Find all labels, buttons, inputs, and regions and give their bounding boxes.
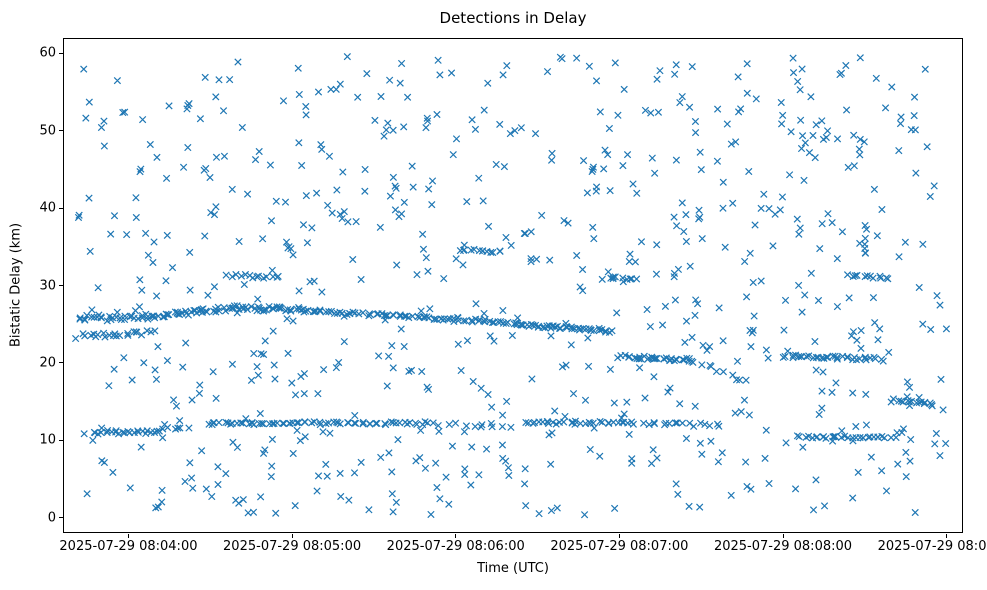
x-tick-mark: [618, 534, 620, 538]
chart-title: Detections in Delay: [439, 9, 587, 27]
x-tick-mark: [291, 534, 293, 538]
y-tick-mark: [59, 362, 63, 364]
y-tick-mark: [59, 517, 63, 519]
y-tick-label: 40: [39, 200, 56, 216]
y-tick-label: 10: [39, 432, 56, 448]
y-tick-label: 0: [47, 510, 56, 526]
y-tick-mark: [59, 52, 63, 54]
y-tick-label: 30: [39, 278, 56, 293]
y-tick-mark: [59, 207, 63, 209]
x-tick-mark: [127, 534, 129, 538]
x-tick-label: 2025-07-29 08:08:00: [713, 539, 853, 554]
x-tick-mark: [946, 534, 948, 538]
x-tick-label: 2025-07-29 08:09:00: [877, 539, 987, 554]
x-tick-label: 2025-07-29 08:07:00: [550, 539, 689, 554]
x-tick-label: 2025-07-29 08:06:00: [386, 539, 525, 554]
x-tick-mark: [455, 534, 457, 538]
x-tick-mark: [782, 534, 784, 538]
y-tick-mark: [59, 439, 63, 441]
scatter-canvas: [63, 38, 963, 533]
y-tick-label: 20: [39, 355, 56, 371]
y-tick-mark: [59, 285, 63, 286]
y-tick-label: 60: [39, 45, 56, 61]
x-tick-label: 2025-07-29 08:04:00: [59, 539, 198, 554]
y-tick-label: 50: [39, 123, 56, 139]
y-tick-mark: [59, 130, 63, 132]
x-tick-label: 2025-07-29 08:05:00: [223, 539, 362, 554]
y-axis-label: Bistatic Delay (km): [8, 222, 24, 348]
x-axis-label: Time (UTC): [477, 561, 549, 576]
